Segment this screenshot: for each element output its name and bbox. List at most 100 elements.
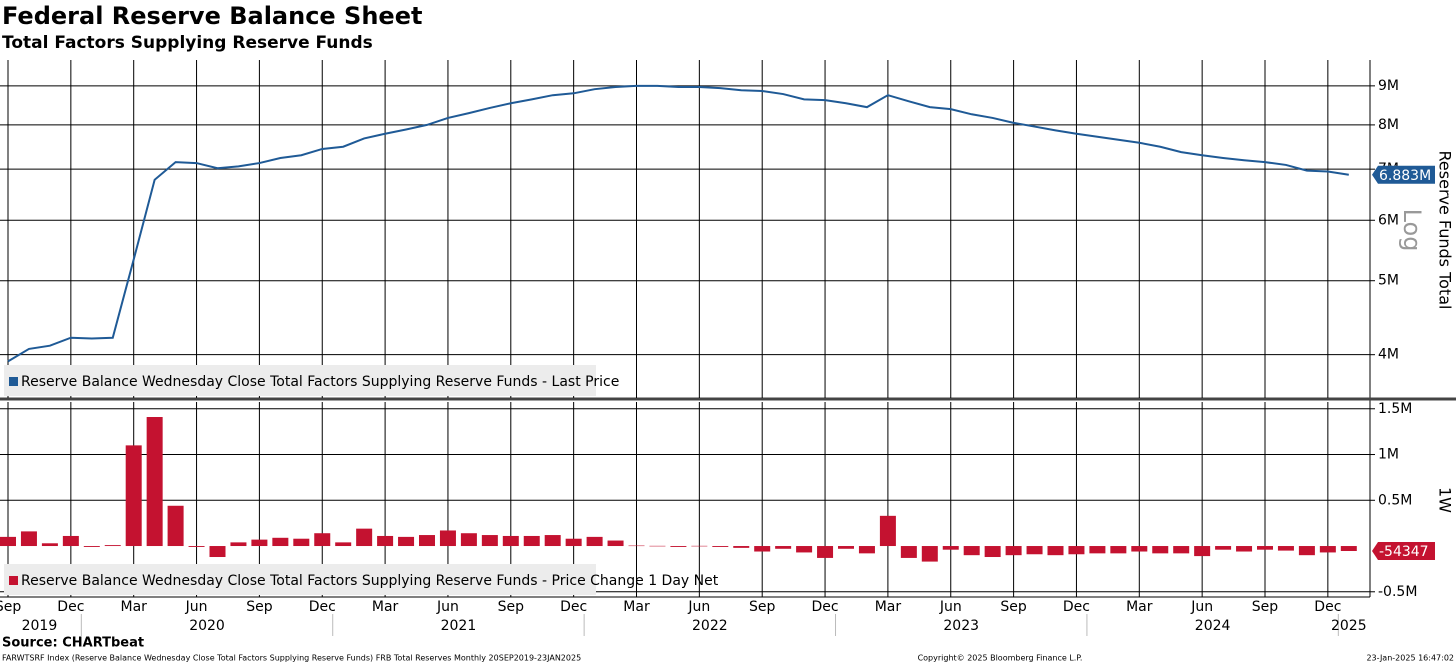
x-tick-label: Jun <box>1190 599 1213 615</box>
y-axis-title: Reserve Funds Total <box>1436 151 1455 310</box>
bar <box>1047 546 1064 556</box>
bar <box>1026 546 1043 555</box>
bar <box>984 546 1001 558</box>
x-tick-label: Sep <box>0 599 21 615</box>
y-tick-label: 9M <box>1378 78 1399 94</box>
bar <box>1173 546 1190 554</box>
x-year-label: 2020 <box>189 618 225 634</box>
legend-label: Reserve Balance Wednesday Close Total Fa… <box>21 573 719 589</box>
bar <box>963 546 980 556</box>
bar <box>1068 546 1085 555</box>
bar <box>796 546 813 553</box>
bar <box>167 505 184 547</box>
x-tick-label: Dec <box>1063 599 1090 615</box>
bar <box>1340 546 1357 552</box>
bar <box>733 546 750 548</box>
x-tick-label: Mar <box>372 599 399 615</box>
chart-title: Federal Reserve Balance Sheet <box>2 2 422 30</box>
x-tick-label: Mar <box>875 599 902 615</box>
bar <box>1298 546 1315 556</box>
bar <box>502 535 519 547</box>
bar <box>607 540 624 547</box>
x-tick-label: Mar <box>120 599 147 615</box>
bar <box>439 530 456 547</box>
bar <box>146 417 163 547</box>
x-year-label: 2024 <box>1195 618 1231 634</box>
x-year-label: 2022 <box>692 618 728 634</box>
bar <box>942 546 959 550</box>
bar <box>188 546 205 547</box>
bar <box>20 531 37 547</box>
bar <box>565 538 582 547</box>
x-year-label: 2023 <box>943 618 979 634</box>
bar <box>356 528 373 547</box>
bar <box>523 535 540 547</box>
bar <box>1257 546 1273 550</box>
bar <box>251 539 268 547</box>
legend-swatch <box>9 377 18 386</box>
bar <box>817 546 834 558</box>
line <box>7 84 1349 363</box>
x-tick-label: Mar <box>623 599 650 615</box>
scale-label: Log <box>1398 209 1426 252</box>
bar <box>209 546 226 558</box>
bar <box>691 545 708 547</box>
x-tick-label: Jun <box>939 599 962 615</box>
legend-label: Reserve Balance Wednesday Close Total Fa… <box>21 374 619 390</box>
bar <box>104 545 121 547</box>
y-tick-label: 0.5M <box>1378 492 1412 508</box>
bar <box>481 535 498 547</box>
bar <box>1319 546 1336 553</box>
source: Source: CHARTbeat <box>2 636 144 651</box>
bar <box>293 538 310 547</box>
bar <box>460 533 477 547</box>
x-tick-label: Sep <box>246 599 273 615</box>
bar <box>1194 546 1211 557</box>
y-tick-label: -0.5M <box>1378 584 1417 600</box>
bar <box>377 535 394 547</box>
bar <box>921 546 938 562</box>
y-tick-label: 1M <box>1378 447 1399 463</box>
y-tick-label: 4M <box>1378 347 1399 363</box>
bar <box>1152 546 1169 554</box>
footer-note: FARWTSRF Index (Reserve Balance Wednesda… <box>2 654 581 663</box>
x-tick-label: Dec <box>812 599 839 615</box>
x-tick-label: Jun <box>687 599 710 615</box>
bar <box>1277 546 1294 551</box>
bar <box>628 545 645 547</box>
bar <box>125 445 142 547</box>
y-tick-label: 5M <box>1378 273 1399 289</box>
bar <box>314 533 331 547</box>
bar <box>754 546 771 552</box>
bar <box>1215 546 1232 550</box>
bar <box>83 546 100 547</box>
bar <box>272 537 289 547</box>
bar <box>775 546 792 549</box>
bar <box>670 546 687 547</box>
bar <box>419 535 435 547</box>
x-tick-label: Dec <box>1314 599 1341 615</box>
y-tick-label: 6M <box>1378 212 1399 228</box>
bar <box>335 542 352 547</box>
bar <box>1236 546 1253 552</box>
bar <box>879 515 896 547</box>
bar <box>900 546 917 558</box>
y-tick-label: 8M <box>1378 117 1399 133</box>
bar <box>41 543 58 547</box>
x-tick-label: Dec <box>560 599 587 615</box>
copyright: Copyright© 2025 Bloomberg Finance L.P. <box>918 654 1083 663</box>
x-year-label: 2025 <box>1331 618 1367 634</box>
x-year-label: 2021 <box>441 618 477 634</box>
x-tick-label: Sep <box>1252 599 1279 615</box>
bar <box>544 535 561 547</box>
bar <box>858 546 875 554</box>
timestamp: 23-Jan-2025 16:47:02 <box>1366 654 1454 663</box>
y-tick-label: 1.5M <box>1378 401 1412 417</box>
chart-subtitle: Total Factors Supplying Reserve Funds <box>2 33 373 53</box>
value-tag-label: 6.883M <box>1379 168 1431 184</box>
bar <box>1110 546 1127 554</box>
value-tag <box>1372 542 1435 561</box>
bar <box>712 546 729 547</box>
